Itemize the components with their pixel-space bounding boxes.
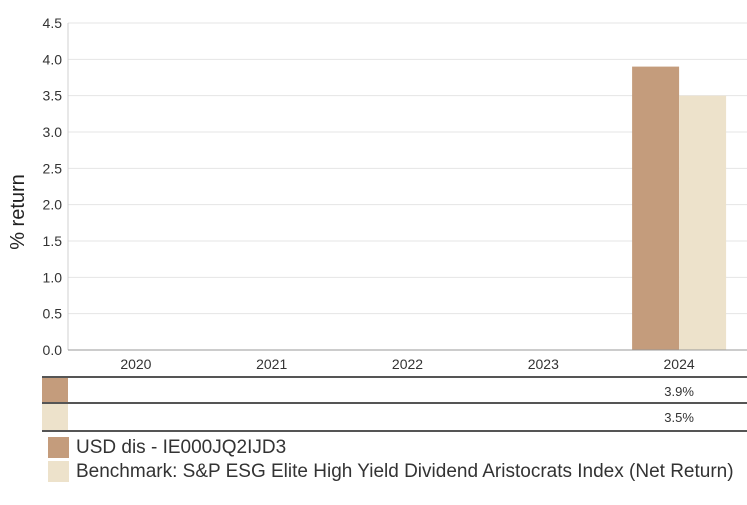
bar (679, 95, 727, 351)
axes: 0.0 0.5 1.0 1.5 2.0 2.5 3.0 3.5 4.0 4.5 2020 2021 20… (43, 15, 747, 372)
y-tick-label: 2.5 (43, 160, 63, 176)
legend-label-fund: USD dis - IE000JQ2IJD3 (76, 437, 287, 458)
legend-swatch-fund (48, 437, 69, 458)
legend-swatch-benchmark (48, 461, 69, 482)
x-tick-label: 2022 (392, 356, 423, 372)
y-tick-label: 1.5 (43, 233, 63, 249)
y-tick-label: 4.5 (43, 15, 63, 31)
legend: USD dis - IE000JQ2IJD3 Benchmark: S&P ES… (48, 437, 738, 485)
table-cell: 3.5% (664, 410, 694, 425)
bar-chart: 0.0 0.5 1.0 1.5 2.0 2.5 3.0 3.5 4.0 4.5 2020 2021 20… (7, 15, 747, 372)
x-tick-label: 2021 (256, 356, 287, 372)
x-tick-label: 2023 (528, 356, 559, 372)
y-tick-label: 1.0 (43, 269, 63, 285)
legend-label-benchmark: Benchmark: S&P ESG Elite High Yield Divi… (76, 461, 734, 482)
y-tick-label: 4.0 (43, 51, 63, 67)
y-tick-label: 2.0 (43, 197, 63, 213)
bars (632, 66, 727, 351)
gridlines (67, 22, 747, 351)
table-row: 3.5% (42, 402, 747, 432)
bar (632, 66, 680, 350)
x-tick-label: 2020 (120, 356, 151, 372)
y-tick-label: 3.0 (43, 124, 63, 140)
legend-item-benchmark: Benchmark: S&P ESG Elite High Yield Divi… (48, 461, 738, 483)
y-tick-label: 3.5 (43, 88, 63, 104)
y-axis-label: % return (7, 174, 29, 250)
table-row-swatch (42, 404, 68, 430)
legend-item-fund: USD dis - IE000JQ2IJD3 (48, 437, 738, 459)
table-cell: 3.9% (664, 384, 694, 399)
y-tick-label: 0.0 (43, 342, 63, 358)
table-row: 3.9% (42, 376, 747, 404)
table-row-swatch (42, 378, 68, 404)
x-tick-label: 2024 (664, 356, 695, 372)
y-tick-label: 0.5 (43, 306, 63, 322)
